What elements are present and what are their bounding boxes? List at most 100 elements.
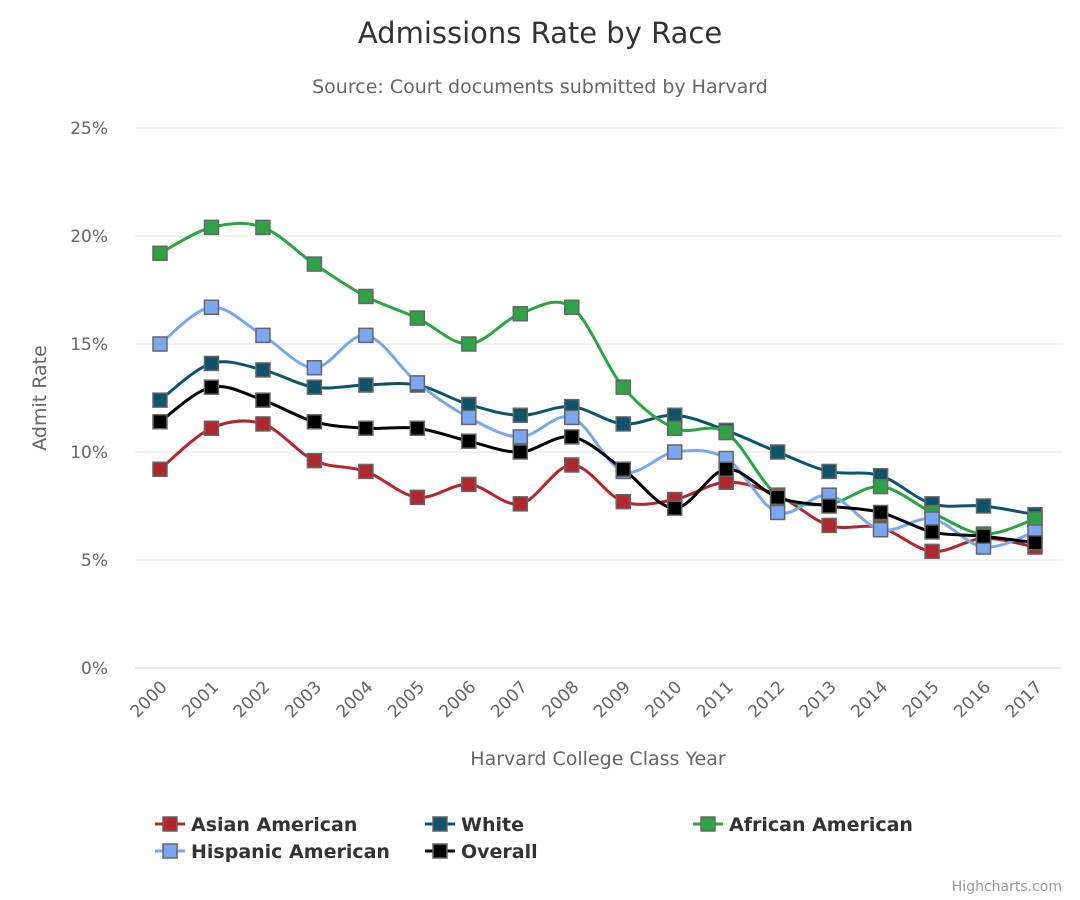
data-point[interactable] [769, 489, 786, 506]
data-point[interactable] [512, 407, 529, 424]
data-point[interactable] [718, 474, 734, 490]
data-point[interactable] [512, 306, 529, 322]
x-tick-label: 2003 [281, 677, 326, 722]
data-point[interactable] [461, 433, 477, 449]
data-point[interactable] [872, 478, 889, 495]
legend-item-african-american[interactable]: African American [693, 814, 913, 836]
data-point[interactable] [306, 256, 323, 272]
legend-marker-icon [432, 816, 448, 832]
y-tick-label: 0% [81, 659, 108, 679]
data-point[interactable] [821, 517, 837, 534]
data-point[interactable] [821, 498, 837, 514]
data-point[interactable] [924, 543, 940, 560]
x-tick-label: 2001 [178, 677, 223, 722]
data-point[interactable] [564, 409, 580, 426]
data-point[interactable] [358, 420, 374, 436]
x-tick-label: 2000 [127, 677, 172, 722]
x-tick-label: 2002 [230, 677, 275, 722]
data-point[interactable] [872, 504, 889, 521]
data-point[interactable] [461, 396, 477, 413]
legend-item-white[interactable]: White [425, 814, 524, 836]
data-point[interactable] [203, 379, 220, 395]
x-tick-label: 2011 [693, 677, 738, 722]
x-tick-label: 2012 [744, 677, 789, 722]
data-point[interactable] [564, 457, 580, 473]
data-point[interactable] [512, 496, 529, 512]
data-point[interactable] [409, 420, 426, 436]
credits-link[interactable]: Highcharts.com [952, 879, 1062, 895]
data-point[interactable] [358, 288, 374, 305]
data-point[interactable] [718, 461, 734, 478]
data-point[interactable] [512, 444, 529, 460]
data-point[interactable] [1027, 511, 1043, 527]
x-tick-label: 2005 [384, 677, 429, 722]
data-point[interactable] [615, 379, 631, 395]
x-tick-label: 2009 [590, 677, 635, 722]
y-tick-label: 15% [70, 335, 108, 355]
data-point[interactable] [666, 500, 683, 516]
data-point[interactable] [769, 444, 786, 460]
x-tick-label: 2014 [847, 677, 892, 722]
legend-label: White [461, 814, 524, 836]
legend-item-asian-american[interactable]: Asian American [155, 814, 357, 836]
data-point[interactable] [255, 219, 271, 236]
data-point[interactable] [409, 310, 426, 326]
data-point[interactable] [306, 452, 323, 469]
data-point[interactable] [306, 379, 323, 395]
data-point[interactable] [924, 511, 940, 527]
series-asian-american [152, 416, 1043, 560]
legend-item-overall[interactable]: Overall [425, 841, 538, 863]
data-point[interactable] [152, 336, 168, 352]
data-point[interactable] [358, 377, 374, 393]
legend-marker-icon [700, 816, 716, 832]
data-point[interactable] [512, 429, 529, 445]
data-point[interactable] [975, 498, 992, 514]
data-point[interactable] [358, 463, 374, 480]
data-point[interactable] [255, 327, 271, 344]
data-point[interactable] [306, 414, 323, 430]
data-point[interactable] [203, 420, 220, 436]
data-point[interactable] [152, 245, 168, 262]
x-tick-label: 2007 [487, 677, 532, 722]
x-tick-label: 2008 [539, 677, 584, 722]
data-point[interactable] [615, 461, 631, 478]
data-point[interactable] [203, 355, 220, 372]
data-point[interactable] [255, 362, 271, 378]
data-point[interactable] [203, 219, 220, 236]
data-point[interactable] [564, 299, 580, 316]
data-point[interactable] [615, 493, 631, 510]
data-point[interactable] [924, 524, 940, 540]
x-tick-label: 2016 [950, 677, 995, 722]
legend-item-hispanic-american[interactable]: Hispanic American [155, 841, 390, 863]
data-point[interactable] [461, 336, 477, 352]
data-point[interactable] [564, 429, 580, 445]
data-point[interactable] [152, 392, 168, 408]
x-tick-label: 2006 [436, 677, 481, 722]
data-point[interactable] [615, 416, 631, 432]
data-point[interactable] [461, 476, 477, 493]
series-line [159, 419, 1036, 553]
data-point[interactable] [152, 461, 168, 478]
y-axis-title: Admit Rate [29, 345, 51, 451]
data-point[interactable] [821, 463, 837, 480]
data-point[interactable] [666, 444, 683, 460]
data-point[interactable] [872, 522, 889, 538]
data-point[interactable] [975, 528, 992, 544]
data-point[interactable] [769, 504, 786, 521]
data-point[interactable] [255, 392, 271, 408]
data-point[interactable] [306, 360, 323, 376]
data-point[interactable] [409, 489, 426, 506]
data-point[interactable] [1027, 534, 1043, 551]
data-point[interactable] [152, 414, 168, 430]
data-point[interactable] [409, 375, 426, 391]
data-point[interactable] [358, 327, 374, 344]
data-point[interactable] [461, 409, 477, 426]
data-point[interactable] [718, 424, 734, 441]
data-point[interactable] [203, 299, 220, 316]
y-tick-label: 20% [70, 227, 108, 247]
data-point[interactable] [666, 420, 683, 436]
data-point[interactable] [255, 416, 271, 432]
series-overall [152, 379, 1043, 551]
data-point[interactable] [666, 407, 683, 424]
